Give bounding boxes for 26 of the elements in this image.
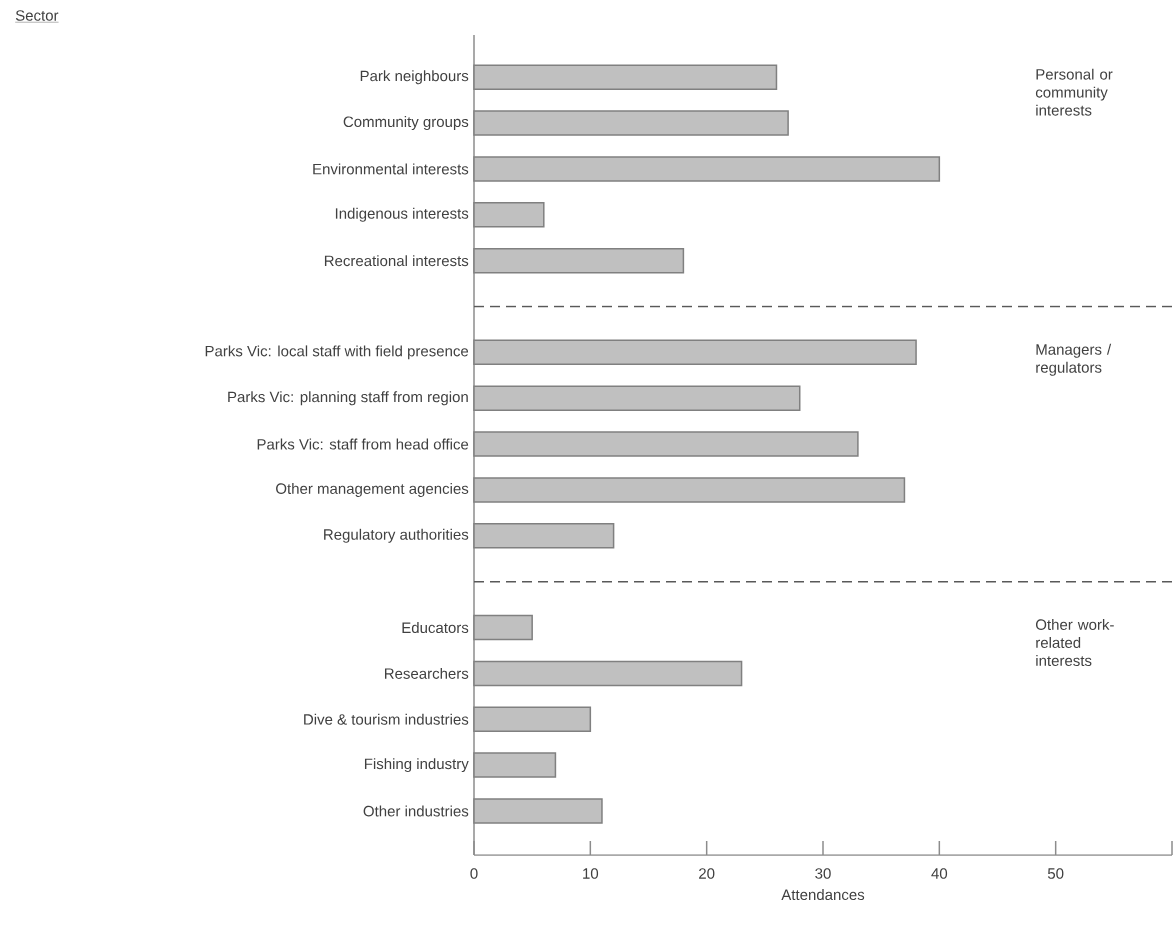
y-tick-label: Park neighbours xyxy=(360,70,469,85)
y-tick-label: Other industries xyxy=(363,805,469,817)
y-tick-label: Dive & tourism industries xyxy=(304,713,469,725)
x-tick-label: 10 xyxy=(583,868,599,879)
x-tick-label: 20 xyxy=(699,868,715,879)
y-tick-label: Educators xyxy=(402,622,469,634)
y-tick-label: Parks Vic: staff from head office xyxy=(257,438,469,450)
y-tick-label: Parks Vic: local staff with field presence xyxy=(205,345,469,360)
x-tick-label: 0 xyxy=(470,868,478,879)
y-tick-label: Recreational interests xyxy=(324,255,469,267)
x-tick-label: 50 xyxy=(1047,868,1064,879)
annotation: Personal or community interests xyxy=(1035,68,1113,116)
x-tick-label: 30 xyxy=(815,868,831,879)
annotation: Other work-related interests xyxy=(1035,618,1114,666)
y-tick-label: Other management agencies xyxy=(276,482,469,497)
x-axis-title: Attendances xyxy=(781,889,865,901)
y-tick-label: Community groups xyxy=(343,116,469,131)
y-tick-label: Parks Vic: planning staff from region xyxy=(228,391,468,406)
y-tick-label: Fishing industry xyxy=(364,758,469,773)
text: Sector xyxy=(15,10,59,21)
y-tick-label: Environmental interests xyxy=(313,163,469,175)
y-tick-label: Indigenous interests xyxy=(335,207,469,222)
y-tick-label: Regulatory authorities xyxy=(324,528,469,543)
annotation: Managers / regulators xyxy=(1036,343,1112,376)
y-tick-label: Researchers xyxy=(384,667,469,679)
x-tick-label: 40 xyxy=(931,868,948,879)
